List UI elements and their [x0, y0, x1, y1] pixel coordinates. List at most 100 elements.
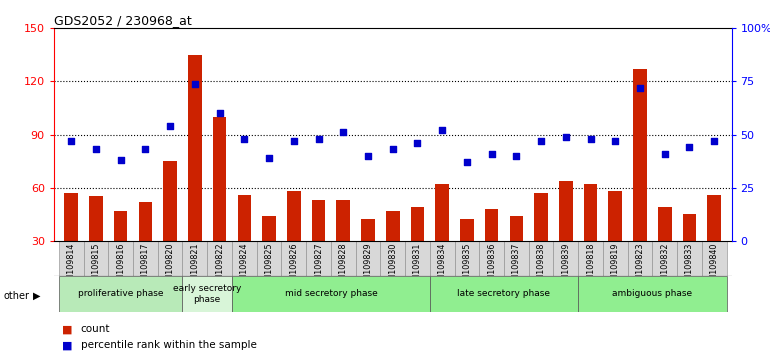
Bar	[510, 216, 523, 241]
Bar	[435, 184, 449, 241]
Text: ■: ■	[62, 324, 72, 334]
Text: GSM109833: GSM109833	[685, 242, 694, 291]
Bar	[608, 191, 622, 241]
Text: GSM109831: GSM109831	[413, 242, 422, 291]
Point	[535, 138, 547, 144]
Point	[560, 134, 572, 139]
Bar	[287, 191, 300, 241]
Bar	[380, 241, 405, 276]
Bar	[361, 219, 375, 241]
Bar	[701, 241, 727, 276]
Bar	[578, 276, 727, 312]
Bar	[430, 276, 578, 312]
Point	[288, 138, 300, 144]
Text: GSM109837: GSM109837	[512, 242, 521, 291]
Point	[263, 155, 275, 161]
Text: ▶: ▶	[33, 291, 41, 301]
Bar	[232, 276, 430, 312]
Point	[90, 147, 102, 152]
Bar	[188, 55, 202, 241]
Text: GSM109827: GSM109827	[314, 242, 323, 291]
Point	[683, 144, 695, 150]
Point	[460, 159, 473, 165]
Bar	[356, 241, 380, 276]
Bar	[163, 161, 177, 241]
Text: GSM109824: GSM109824	[239, 242, 249, 291]
Bar	[84, 241, 109, 276]
Bar	[430, 241, 454, 276]
Bar	[237, 195, 251, 241]
Point	[658, 151, 671, 156]
Bar	[256, 241, 281, 276]
Point	[584, 136, 597, 142]
Bar	[603, 241, 628, 276]
Point	[115, 157, 127, 163]
Text: GSM109820: GSM109820	[166, 242, 175, 291]
Point	[238, 136, 250, 142]
Bar	[59, 276, 182, 312]
Point	[164, 123, 176, 129]
Bar	[331, 241, 356, 276]
Point	[362, 153, 374, 159]
Text: early secretory
phase: early secretory phase	[173, 284, 242, 303]
Point	[609, 138, 621, 144]
Text: GSM109817: GSM109817	[141, 242, 150, 291]
Bar	[158, 241, 182, 276]
Text: GSM109819: GSM109819	[611, 242, 620, 291]
Bar	[213, 117, 226, 241]
Bar	[139, 202, 152, 241]
Bar	[554, 241, 578, 276]
Text: GSM109838: GSM109838	[537, 242, 546, 291]
Bar	[59, 241, 84, 276]
Bar	[683, 214, 696, 241]
Bar	[405, 241, 430, 276]
Text: ■: ■	[62, 340, 72, 350]
Bar	[677, 241, 701, 276]
Bar	[306, 241, 331, 276]
Text: ambiguous phase: ambiguous phase	[612, 289, 692, 298]
Text: proliferative phase: proliferative phase	[78, 289, 163, 298]
Bar	[628, 241, 652, 276]
Point	[708, 138, 721, 144]
Text: GSM109832: GSM109832	[660, 242, 669, 291]
Point	[213, 110, 226, 116]
Bar	[263, 216, 276, 241]
Bar	[65, 193, 78, 241]
Text: GSM109828: GSM109828	[339, 242, 348, 291]
Bar	[504, 241, 529, 276]
Bar	[633, 69, 647, 241]
Bar	[559, 181, 573, 241]
Bar	[312, 200, 325, 241]
Point	[65, 138, 77, 144]
Text: GSM109815: GSM109815	[92, 242, 100, 291]
Text: GSM109829: GSM109829	[363, 242, 373, 291]
Text: percentile rank within the sample: percentile rank within the sample	[81, 340, 256, 350]
Text: GSM109823: GSM109823	[635, 242, 644, 291]
Text: GSM109822: GSM109822	[215, 242, 224, 291]
Bar	[584, 184, 598, 241]
Text: late secretory phase: late secretory phase	[457, 289, 551, 298]
Text: GSM109825: GSM109825	[265, 242, 273, 291]
Text: GDS2052 / 230968_at: GDS2052 / 230968_at	[54, 14, 192, 27]
Point	[313, 136, 325, 142]
Bar	[232, 241, 256, 276]
Bar	[485, 209, 498, 241]
Point	[387, 147, 399, 152]
Bar	[182, 276, 232, 312]
Point	[337, 130, 350, 135]
Bar	[386, 211, 400, 241]
Bar	[410, 207, 424, 241]
Bar	[578, 241, 603, 276]
Point	[485, 151, 497, 156]
Text: GSM109821: GSM109821	[190, 242, 199, 291]
Text: GSM109834: GSM109834	[437, 242, 447, 291]
Bar	[534, 193, 548, 241]
Text: other: other	[4, 291, 30, 301]
Bar	[281, 241, 306, 276]
Point	[634, 85, 646, 91]
Bar	[454, 241, 479, 276]
Bar	[182, 241, 207, 276]
Bar	[708, 195, 721, 241]
Point	[511, 153, 523, 159]
Text: GSM109818: GSM109818	[586, 242, 595, 291]
